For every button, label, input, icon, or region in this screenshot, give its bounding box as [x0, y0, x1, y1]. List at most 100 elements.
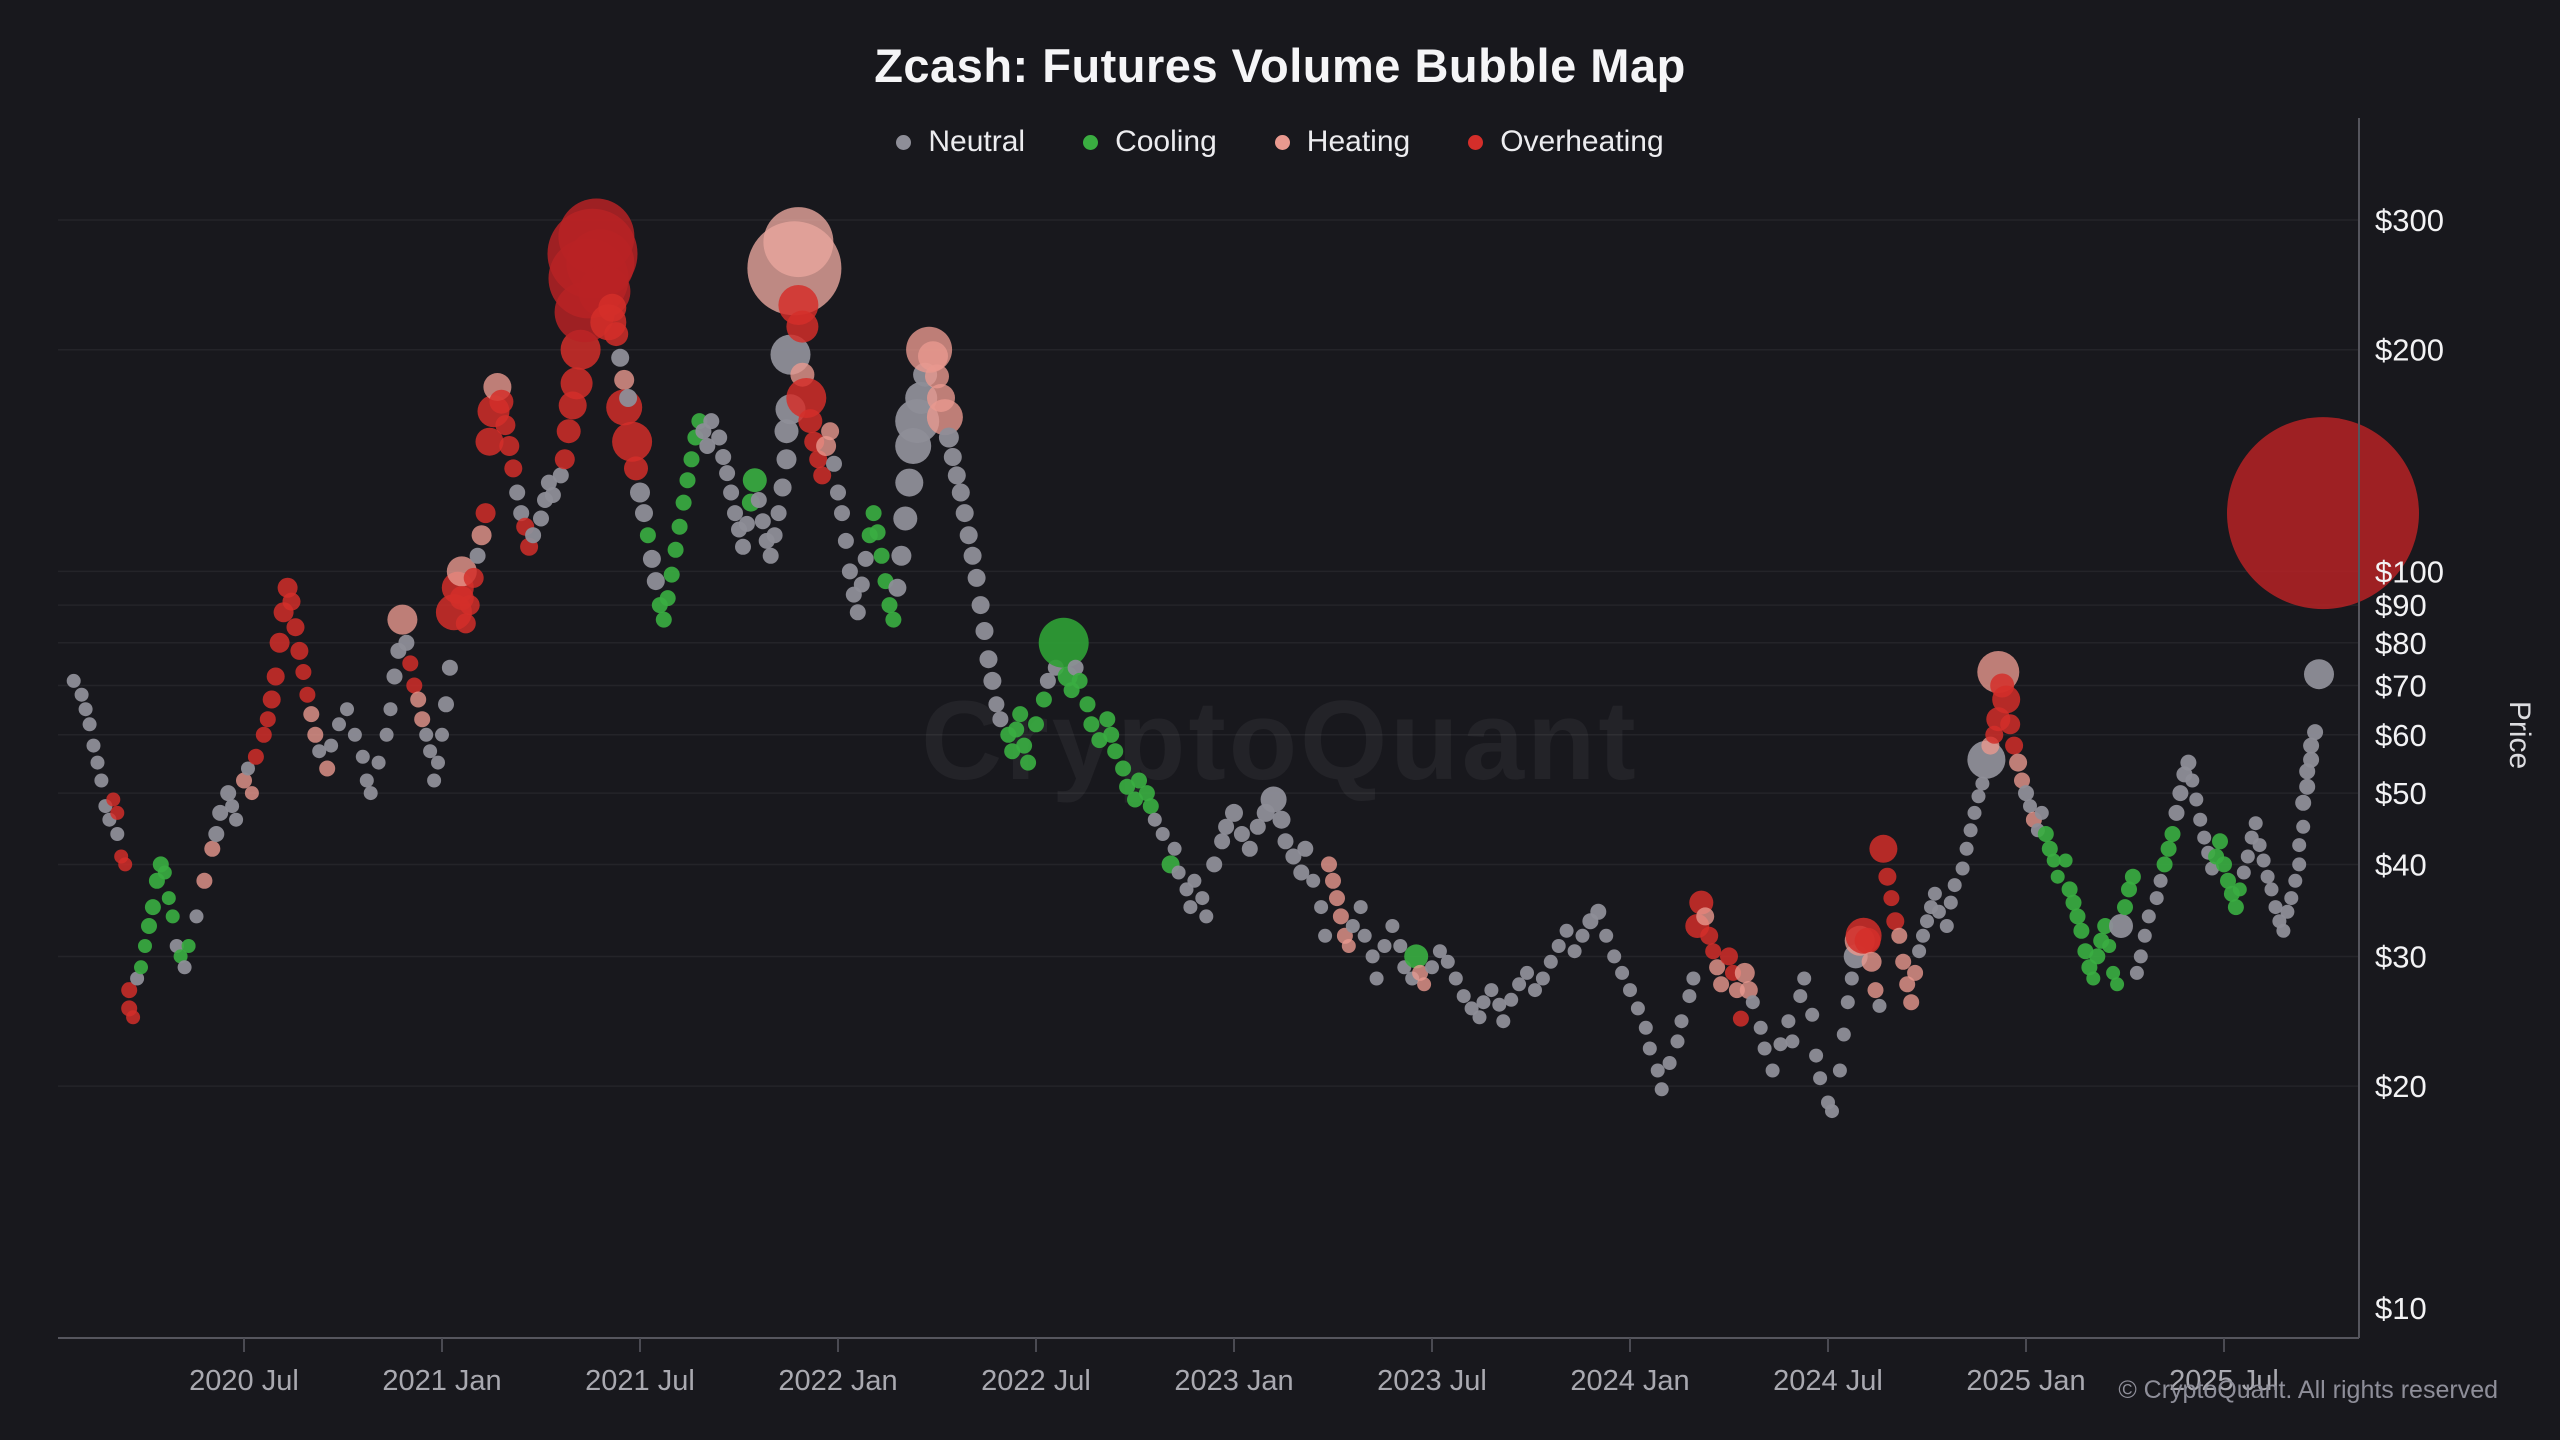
bubble-cooling[interactable]	[165, 909, 180, 924]
bubble-neutral[interactable]	[727, 505, 743, 522]
bubble-heating[interactable]	[1709, 959, 1726, 976]
bubble-overheating[interactable]	[459, 595, 480, 616]
bubble-neutral[interactable]	[2109, 914, 2133, 938]
bubble-neutral[interactable]	[646, 572, 665, 591]
bubble-neutral[interactable]	[1233, 826, 1250, 842]
bubble-neutral[interactable]	[419, 727, 434, 742]
bubble-neutral[interactable]	[1920, 914, 1934, 929]
bubble-heating[interactable]	[1899, 976, 1916, 993]
bubble-neutral[interactable]	[630, 482, 650, 503]
bubble-neutral[interactable]	[1753, 1020, 1768, 1035]
bubble-heating[interactable]	[1321, 856, 1337, 873]
bubble-neutral[interactable]	[1630, 1001, 1645, 1016]
bubble-heating[interactable]	[1867, 982, 1884, 999]
bubble-neutral[interactable]	[1285, 848, 1302, 865]
bubble-neutral[interactable]	[1931, 904, 1946, 919]
bubble-cooling[interactable]	[161, 891, 176, 906]
bubble-neutral[interactable]	[2240, 849, 2255, 864]
bubble-neutral[interactable]	[1199, 909, 1214, 924]
bubble-neutral[interactable]	[1642, 1041, 1657, 1056]
bubble-neutral[interactable]	[1214, 833, 1231, 850]
bubble-neutral[interactable]	[611, 348, 630, 367]
bubble-neutral[interactable]	[1448, 971, 1463, 986]
bubble-neutral[interactable]	[905, 382, 938, 414]
bubble-heating[interactable]	[1891, 927, 1908, 944]
bubble-overheating[interactable]	[1886, 912, 1905, 931]
bubble-neutral[interactable]	[1765, 1063, 1780, 1078]
bubble-neutral[interactable]	[770, 505, 787, 522]
bubble-neutral[interactable]	[86, 738, 101, 753]
bubble-cooling[interactable]	[2046, 853, 2061, 868]
bubble-heating[interactable]	[1907, 964, 1924, 981]
bubble-neutral[interactable]	[1832, 1063, 1847, 1078]
bubble-neutral[interactable]	[1385, 919, 1400, 933]
bubble-overheating[interactable]	[110, 805, 125, 820]
bubble-neutral[interactable]	[703, 413, 720, 430]
bubble-overheating[interactable]	[463, 567, 484, 588]
bubble-neutral[interactable]	[1686, 971, 1701, 986]
bubble-neutral[interactable]	[1472, 1010, 1487, 1025]
bubble-neutral[interactable]	[2189, 792, 2204, 807]
bubble-neutral[interactable]	[1187, 873, 1202, 888]
bubble-neutral[interactable]	[1943, 895, 1958, 910]
bubble-cooling[interactable]	[2041, 840, 2058, 857]
bubble-neutral[interactable]	[2288, 873, 2303, 888]
bubble-overheating[interactable]	[1878, 867, 1897, 886]
bubble-neutral[interactable]	[983, 671, 1002, 690]
bubble-neutral[interactable]	[1797, 971, 1812, 986]
bubble-neutral[interactable]	[963, 546, 982, 565]
bubble-overheating[interactable]	[295, 664, 312, 680]
bubble-cooling[interactable]	[1016, 737, 1033, 754]
bubble-neutral[interactable]	[1520, 965, 1534, 980]
bubble-cooling[interactable]	[2102, 939, 2117, 953]
bubble-neutral[interactable]	[82, 717, 97, 732]
bubble-neutral[interactable]	[943, 448, 962, 466]
bubble-cooling[interactable]	[1083, 716, 1100, 733]
bubble-cooling[interactable]	[1038, 617, 1089, 668]
bubble-neutral[interactable]	[78, 702, 93, 717]
bubble-neutral[interactable]	[893, 506, 918, 531]
bubble-overheating[interactable]	[2000, 714, 2021, 735]
bubble-cooling[interactable]	[2097, 918, 2114, 934]
bubble-neutral[interactable]	[2141, 909, 2156, 924]
bubble-cooling[interactable]	[1142, 798, 1159, 815]
bubble-cooling[interactable]	[2073, 922, 2090, 939]
bubble-cooling[interactable]	[2110, 977, 2125, 992]
bubble-neutral[interactable]	[189, 909, 204, 924]
bubble-overheating[interactable]	[406, 677, 423, 694]
bubble-neutral[interactable]	[1840, 995, 1855, 1010]
bubble-neutral[interactable]	[895, 468, 924, 497]
bubble-neutral[interactable]	[1535, 971, 1550, 986]
bubble-cooling[interactable]	[1071, 672, 1088, 689]
bubble-cooling[interactable]	[869, 524, 886, 541]
bubble-neutral[interactable]	[1393, 939, 1408, 953]
bubble-heating[interactable]	[1713, 976, 1730, 993]
bubble-neutral[interactable]	[540, 474, 557, 491]
bubble-overheating[interactable]	[1854, 927, 1881, 954]
bubble-cooling[interactable]	[2037, 826, 2054, 842]
legend-item-heating[interactable]: Heating	[1274, 125, 1410, 159]
bubble-neutral[interactable]	[513, 505, 530, 522]
bubble-heating[interactable]	[2014, 772, 2030, 789]
bubble-overheating[interactable]	[2227, 417, 2419, 610]
bubble-neutral[interactable]	[130, 971, 145, 986]
bubble-neutral[interactable]	[2268, 900, 2283, 915]
bubble-neutral[interactable]	[1543, 954, 1558, 969]
bubble-overheating[interactable]	[286, 618, 305, 637]
bubble-overheating[interactable]	[1705, 943, 1722, 960]
bubble-cooling[interactable]	[134, 960, 148, 975]
bubble-cooling[interactable]	[1079, 696, 1096, 713]
bubble-neutral[interactable]	[2153, 873, 2168, 888]
bubble-neutral[interactable]	[2260, 869, 2275, 884]
bubble-cooling[interactable]	[1004, 743, 1021, 760]
bubble-neutral[interactable]	[2034, 805, 2049, 820]
bubble-overheating[interactable]	[489, 389, 514, 414]
bubble-neutral[interactable]	[830, 484, 846, 501]
bubble-neutral[interactable]	[552, 467, 569, 484]
bubble-neutral[interactable]	[469, 547, 486, 564]
bubble-cooling[interactable]	[2164, 826, 2181, 842]
bubble-overheating[interactable]	[259, 711, 276, 728]
bubble-overheating[interactable]	[798, 409, 823, 434]
bubble-neutral[interactable]	[837, 532, 854, 549]
bubble-heating[interactable]	[1903, 994, 1920, 1011]
